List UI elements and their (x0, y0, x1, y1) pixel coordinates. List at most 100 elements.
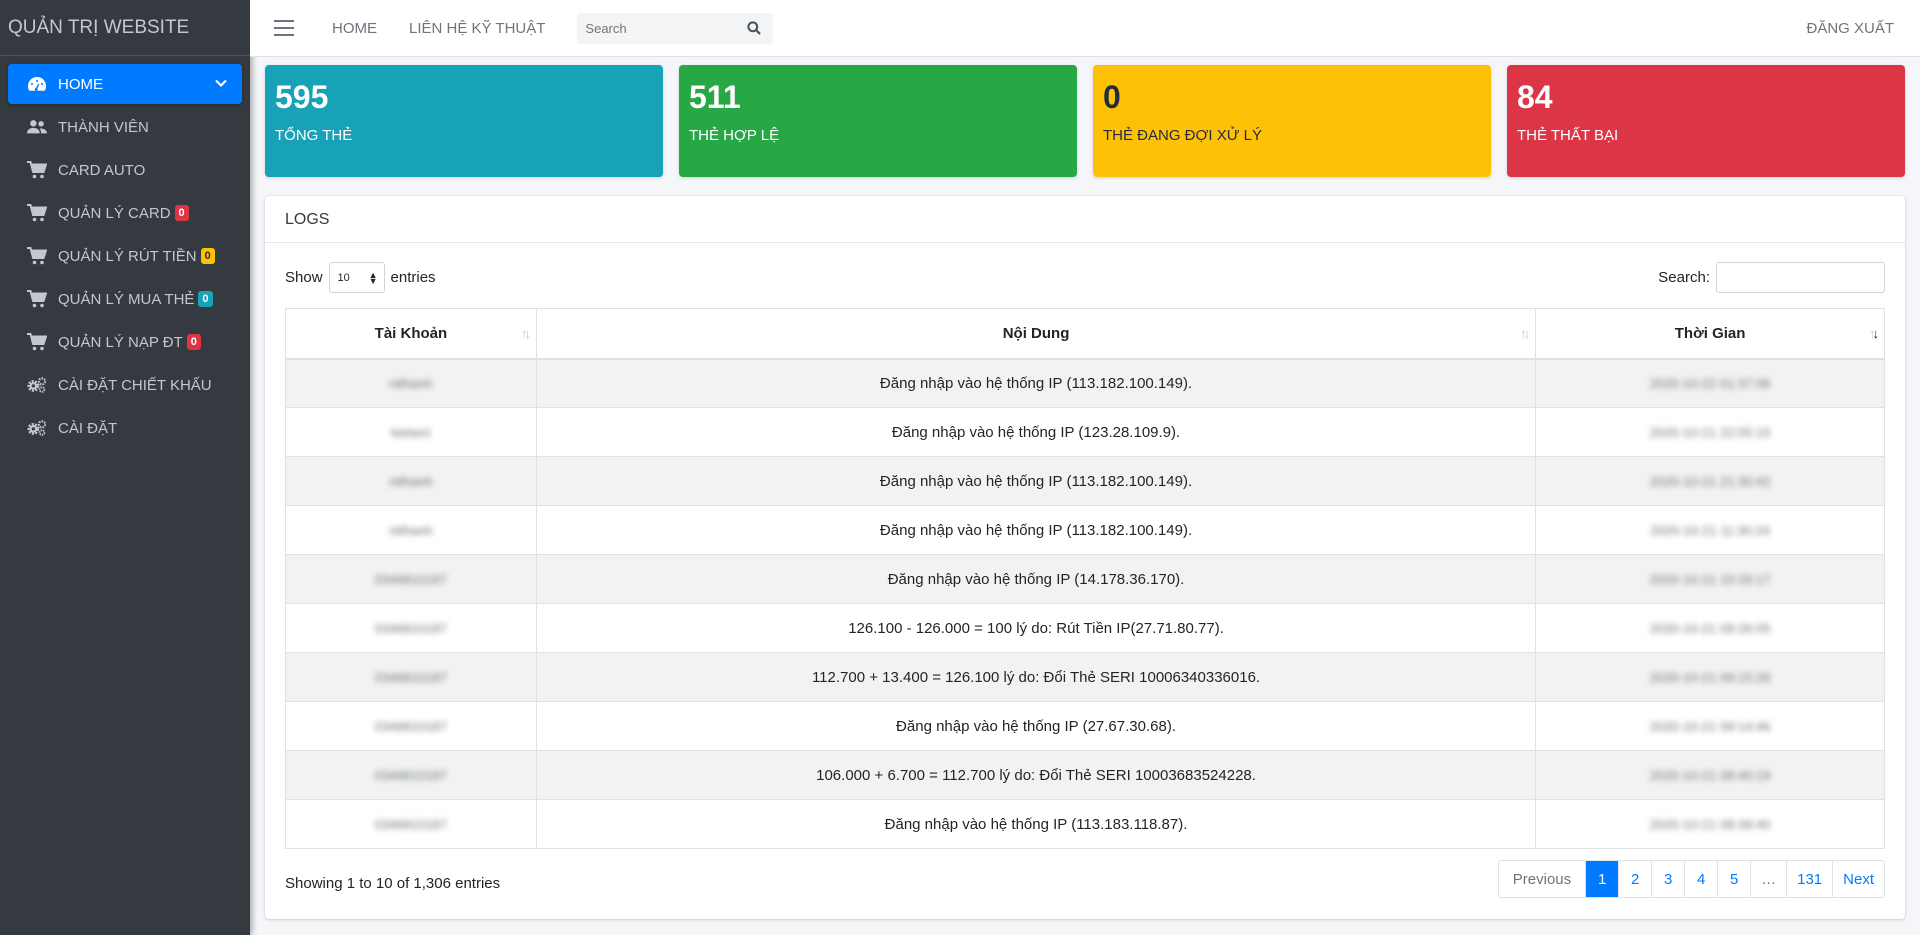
content-cell: Đăng nhập vào hệ thống IP (113.182.100.1… (535, 505, 1537, 555)
logout-link[interactable]: ĐĂNG XUẤT (1806, 20, 1894, 37)
account-cell: kietwcl (391, 424, 431, 440)
column-header-label: Nội Dung (1002, 324, 1070, 342)
count-badge: 0 (198, 291, 213, 307)
pagination-previous[interactable]: Previous (1512, 870, 1572, 888)
nav-link-contact[interactable]: LIÊN HỆ KỸ THUẬT (409, 19, 546, 37)
account-cell: 0346810187 (374, 571, 448, 587)
logs-table: Tài Khoản ↑↓ Nội Dung ↑↓ Thời Gian ↑↓ nt… (285, 308, 1885, 849)
count-badge: 0 (200, 248, 215, 264)
pagination: Previous 1 2 3 4 5 … 131 Next (1497, 860, 1885, 898)
column-header-content[interactable]: Nội Dung ↑↓ (535, 308, 1537, 360)
sidebar-item-settings[interactable]: CÀI ĐẶT (8, 408, 242, 448)
sidebar: QUẢN TRỊ WEBSITE HOME THÀNH VIÊN CARD AU… (0, 0, 250, 935)
stat-label: THẺ THẤT BẠI (1517, 127, 1619, 144)
stats-row: 595 TỔNG THẺ 511 THẺ HỢP LỆ 0 THẺ ĐANG Đ… (265, 65, 1905, 177)
cart-icon (26, 160, 48, 180)
sidebar-item-members[interactable]: THÀNH VIÊN (8, 107, 242, 147)
table-search-input[interactable] (1716, 262, 1885, 293)
content-cell: Đăng nhập vào hệ thống IP (14.178.36.170… (535, 554, 1537, 604)
stat-value: 511 (689, 79, 741, 115)
time-cell: 2020-10-21 11:30:24 (1650, 522, 1770, 538)
page-length-select[interactable]: 10 ▲ ▼ (328, 262, 385, 293)
navbar-search-input[interactable] (577, 20, 738, 36)
sidebar-item-discount-settings[interactable]: CÀI ĐẶT CHIẾT KHẤU (8, 365, 242, 405)
sidebar-item-topup-management[interactable]: QUẢN LÝ NẠP ĐT 0 (8, 322, 242, 362)
table-header-row: Tài Khoản ↑↓ Nội Dung ↑↓ Thời Gian ↑↓ (285, 308, 1885, 360)
content-cell: 112.700 + 13.400 = 126.100 lý do: Đổi Th… (535, 652, 1537, 702)
sidebar-item-label: QUẢN LÝ CARD (58, 204, 171, 222)
menu-toggle-icon[interactable] (274, 20, 294, 36)
pagination-page-4[interactable]: 4 (1684, 861, 1717, 897)
chevron-down-icon (215, 79, 227, 88)
stat-total-cards: 595 TỔNG THẺ (265, 65, 663, 177)
sidebar-item-card-management[interactable]: QUẢN LÝ CARD 0 (8, 193, 242, 233)
pagination-page-last[interactable]: 131 (1786, 861, 1832, 897)
column-header-time[interactable]: Thời Gian ↑↓ (1535, 308, 1885, 360)
sidebar-nav: HOME THÀNH VIÊN CARD AUTO QUẢN LÝ CARD 0 (0, 56, 250, 459)
cogs-icon (26, 375, 48, 395)
account-cell: 0346810187 (374, 718, 448, 734)
time-cell: 2020-10-21 09:14:46 (1649, 718, 1771, 734)
page-length-value: 10 (337, 271, 350, 284)
brand-title[interactable]: QUẢN TRỊ WEBSITE (0, 0, 250, 56)
sidebar-item-home[interactable]: HOME (8, 64, 242, 104)
content-cell: Đăng nhập vào hệ thống IP (27.67.30.68). (535, 701, 1537, 751)
stat-valid-cards: 511 THẺ HỢP LỆ (679, 65, 1077, 177)
cart-icon (26, 332, 48, 352)
nav-link-home[interactable]: HOME (332, 19, 377, 37)
column-header-label: Tài Khoản (374, 324, 448, 342)
column-header-label: Thời Gian (1674, 324, 1746, 342)
pagination-page-5[interactable]: 5 (1717, 861, 1750, 897)
sidebar-item-label: CÀI ĐẶT CHIẾT KHẤU (58, 376, 212, 394)
account-cell: ntthanh (389, 522, 433, 538)
top-navbar: HOME LIÊN HỆ KỸ THUẬT ĐĂNG XUẤT (250, 0, 1920, 57)
pagination-page-1[interactable]: 1 (1585, 861, 1619, 897)
stat-label: THẺ ĐANG ĐỢI XỬ LÝ (1103, 127, 1263, 144)
cart-icon (26, 203, 48, 223)
logs-card: LOGS Show 10 ▲ ▼ entries Search: Tài Khoả… (265, 196, 1905, 919)
time-cell: 2020-10-21 08:39:40 (1649, 816, 1771, 832)
pagination-next[interactable]: Next (1832, 861, 1884, 897)
table-row: ntthanh Đăng nhập vào hệ thống IP (113.1… (285, 505, 1885, 555)
time-cell: 2020-10-21 09:26:05 (1649, 620, 1771, 636)
search-icon[interactable] (737, 13, 771, 44)
entries-label: entries (390, 269, 436, 286)
account-cell: ntthanh (389, 375, 433, 391)
count-badge: 0 (174, 205, 189, 221)
cart-icon (26, 289, 48, 309)
account-cell: 0346810187 (374, 816, 448, 832)
column-header-account[interactable]: Tài Khoản ↑↓ (285, 308, 537, 360)
table-row: ntthanh Đăng nhập vào hệ thống IP (113.1… (285, 358, 1885, 408)
account-cell: 0346810187 (374, 620, 448, 636)
content-cell: Đăng nhập vào hệ thống IP (113.183.118.8… (535, 799, 1537, 849)
users-icon (26, 117, 48, 137)
sidebar-item-card-auto[interactable]: CARD AUTO (8, 150, 242, 190)
account-cell: 0346810187 (374, 767, 448, 783)
content-cell: 106.000 + 6.700 = 112.700 lý do: Đổi Thẻ… (535, 750, 1537, 800)
pagination-page-3[interactable]: 3 (1651, 861, 1684, 897)
sidebar-item-label: QUẢN LÝ MUA THẺ (58, 290, 195, 308)
sidebar-item-label: CARD AUTO (58, 161, 146, 179)
sidebar-item-withdraw-management[interactable]: QUẢN LÝ RÚT TIỀN 0 (8, 236, 242, 276)
time-cell: 2020-10-22 01:37:06 (1649, 375, 1771, 391)
stat-pending-cards: 0 THẺ ĐANG ĐỢI XỬ LÝ (1093, 65, 1491, 177)
stat-failed-cards: 84 THẺ THẤT BẠI (1507, 65, 1905, 177)
table-row: 0346810187 106.000 + 6.700 = 112.700 lý … (285, 750, 1885, 800)
pagination-page-2[interactable]: 2 (1618, 861, 1651, 897)
sidebar-item-label: QUẢN LÝ NẠP ĐT (58, 333, 183, 351)
sidebar-item-label: THÀNH VIÊN (58, 118, 149, 136)
time-cell: 2020-10-21 22:55:15 (1649, 424, 1771, 440)
table-row: 0346810187 112.700 + 13.400 = 126.100 lý… (285, 652, 1885, 702)
table-info: Showing 1 to 10 of 1,306 entries (285, 875, 501, 892)
table-row: 0346810187 126.100 - 126.000 = 100 lý do… (285, 603, 1885, 653)
sidebar-item-buy-card-management[interactable]: QUẢN LÝ MUA THẺ 0 (8, 279, 242, 319)
time-cell: 2020-10-21 08:40:19 (1649, 767, 1771, 783)
stat-label: THẺ HỢP LỆ (689, 127, 780, 144)
sidebar-item-label: HOME (58, 75, 103, 93)
stat-label: TỔNG THẺ (275, 127, 353, 144)
account-cell: 0346810187 (374, 669, 448, 685)
table-search-label: Search: (1658, 269, 1710, 286)
stat-value: 84 (1517, 79, 1553, 115)
stat-value: 0 (1103, 79, 1121, 115)
tachometer-icon (26, 74, 48, 94)
